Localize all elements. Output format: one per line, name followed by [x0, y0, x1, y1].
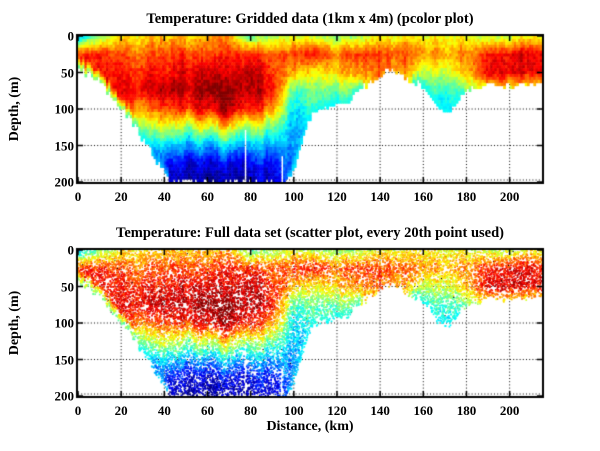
scatter-y-axis-label: Depth, (m) [7, 290, 22, 356]
x-tick-label: 60 [200, 189, 214, 204]
x-tick-label: 160 [413, 189, 434, 204]
x-tick-label: 180 [456, 189, 477, 204]
x-tick-label: 100 [284, 403, 304, 418]
x-tick-label: 140 [370, 403, 390, 418]
scatter-plot-title: Temperature: Full data set (scatter plot… [116, 225, 504, 241]
x-tick-label: 60 [200, 403, 214, 418]
x-tick-label: 40 [157, 189, 171, 204]
pcolor-y-axis-label: Depth, (m) [7, 76, 22, 142]
x-tick-label: 40 [157, 403, 171, 418]
x-tick-label: 200 [499, 189, 520, 204]
x-tick-label: 180 [456, 403, 477, 418]
y-tick-label: 150 [54, 352, 75, 367]
x-tick-label: 20 [114, 189, 128, 204]
y-tick-label: 0 [67, 28, 75, 44]
x-axis-label: Distance, (km) [266, 419, 354, 434]
x-tick-label: 0 [74, 189, 82, 204]
y-tick-label: 50 [61, 279, 74, 294]
y-tick-label: 200 [54, 174, 75, 190]
y-tick-label: 50 [61, 65, 74, 80]
x-tick-label: 140 [370, 189, 390, 204]
x-tick-label: 120 [327, 403, 347, 418]
x-tick-label: 200 [499, 403, 520, 418]
x-tick-label: 100 [284, 189, 304, 204]
y-tick-label: 100 [54, 101, 75, 117]
y-tick-label: 100 [54, 315, 75, 331]
y-tick-label: 0 [67, 242, 75, 258]
y-tick-label: 200 [54, 388, 75, 404]
pcolor-plot-area [78, 36, 542, 182]
x-tick-label: 0 [74, 403, 82, 418]
x-tick-label: 80 [244, 189, 258, 204]
scatter-plot-area [78, 250, 542, 396]
x-tick-label: 160 [413, 403, 434, 418]
x-tick-label: 80 [244, 403, 258, 418]
y-tick-label: 150 [54, 138, 75, 153]
pcolor-plot-title: Temperature: Gridded data (1km x 4m) (pc… [146, 11, 474, 27]
x-tick-label: 20 [114, 403, 128, 418]
x-tick-label: 120 [327, 189, 347, 204]
